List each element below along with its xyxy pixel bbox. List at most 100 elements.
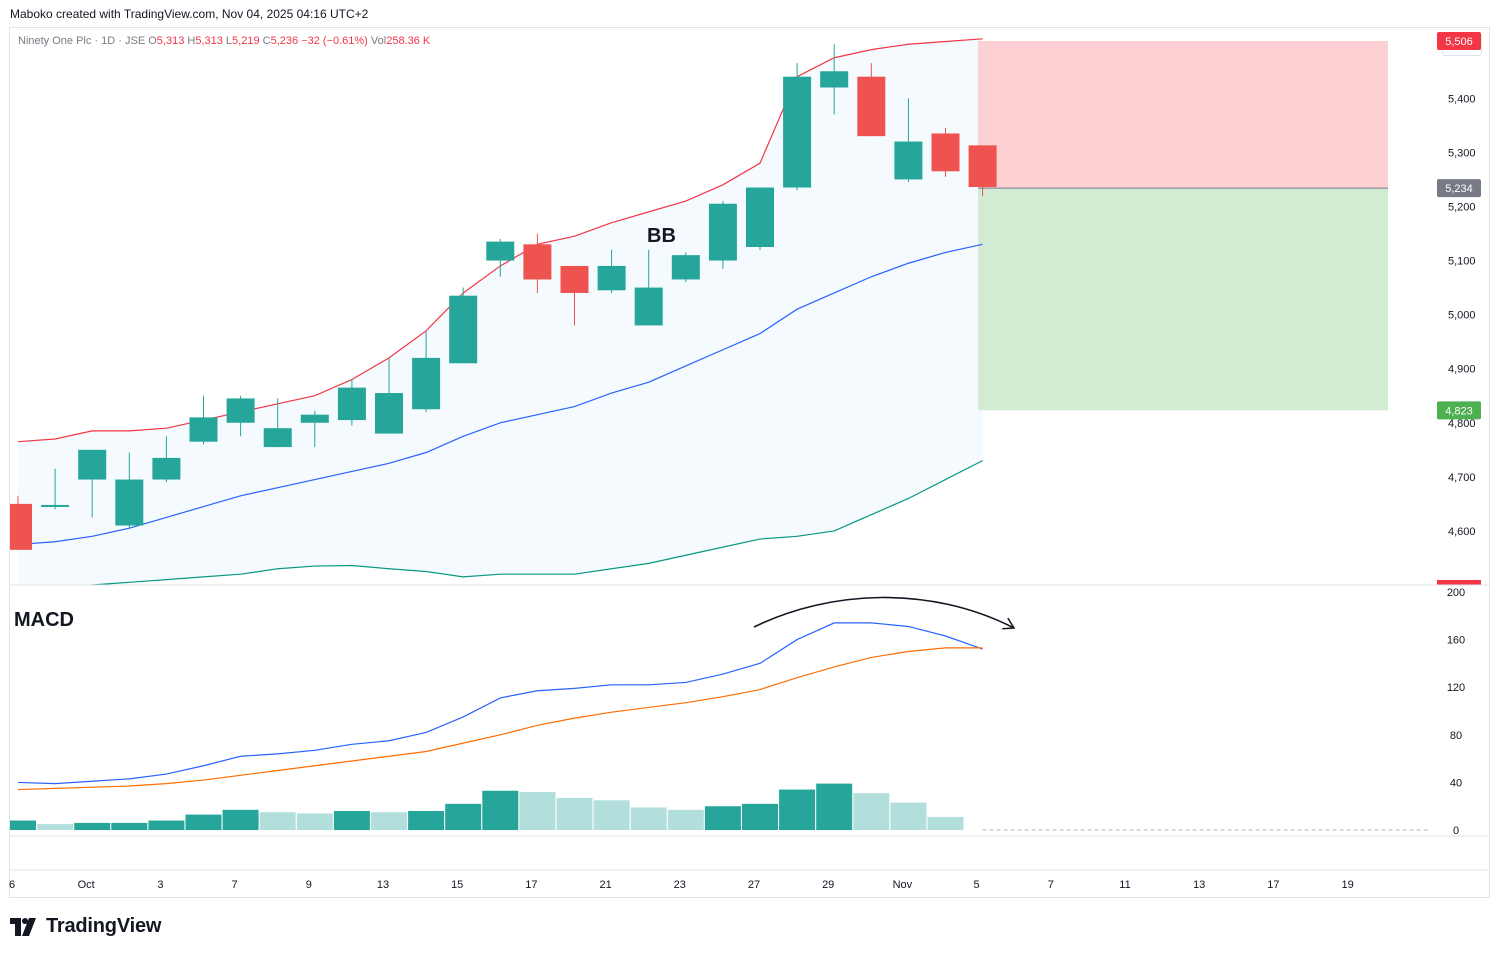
macd-histogram-bar	[445, 803, 482, 831]
candle	[746, 187, 774, 248]
low-value: 5,219	[232, 35, 260, 47]
time-tick-label: 13	[1193, 879, 1205, 891]
macd-pane[interactable]: MACD	[0, 609, 1435, 831]
candle	[523, 244, 552, 280]
price-tick-label: 5,300	[1448, 147, 1476, 159]
candle	[671, 255, 700, 280]
macd-tick-label: 80	[1450, 730, 1462, 742]
candle	[560, 265, 589, 293]
signal-line	[17, 647, 983, 791]
macd-histogram-bar	[185, 814, 222, 831]
macd-histogram-bar	[10, 820, 36, 831]
tradingview-logo-icon	[10, 917, 36, 936]
macd-histogram-bar	[111, 822, 148, 831]
macd-histogram-bar	[74, 822, 111, 831]
target-price-tag-bg	[1437, 401, 1481, 420]
trend-arrow	[753, 596, 1016, 630]
macd-histogram-bar	[222, 809, 259, 831]
time-tick-label: 19	[1341, 879, 1353, 891]
annotation-layer: BB	[647, 225, 1016, 630]
price-tick-label: 5,000	[1448, 310, 1476, 322]
low-label: L	[225, 35, 233, 47]
risk-zone	[978, 40, 1388, 189]
bb-fill	[18, 38, 983, 585]
macd-histogram-bar	[853, 793, 890, 831]
time-tick-label: 29	[822, 879, 834, 891]
candle	[894, 141, 923, 180]
time-tick-label: 15	[451, 879, 463, 891]
bb-basis-line	[17, 243, 983, 546]
time-tick-label: 9	[306, 879, 312, 891]
price-pane[interactable]	[4, 38, 1388, 591]
candle	[449, 295, 478, 364]
candle	[226, 398, 255, 423]
last-price-tag-bg	[1437, 179, 1481, 198]
time-tick-label: 3	[157, 879, 163, 891]
time-tick-label: 21	[599, 879, 611, 891]
tradingview-brand[interactable]: TradingView	[10, 915, 161, 938]
candle	[41, 504, 70, 507]
macd-histogram-bar	[259, 812, 296, 831]
attribution-text: Maboko created with TradingView.com, Nov…	[10, 7, 369, 21]
time-tick-label: 27	[748, 879, 760, 891]
macd-axis[interactable]: 0 40 80 120 160 200	[1447, 587, 1465, 837]
time-tick-label: 23	[674, 879, 686, 891]
macd-histogram-bar	[482, 790, 519, 831]
price-tick-label: 5,400	[1448, 93, 1476, 105]
symbol-legend: Ninety One Plc · 1D · JSE O5,313 H5,313 …	[18, 35, 430, 47]
macd-histogram-bar	[519, 791, 556, 831]
bb-annotation: BB	[647, 225, 676, 247]
time-tick-label: 13	[377, 879, 389, 891]
candle	[968, 145, 997, 187]
price-tick-label: 5,200	[1448, 201, 1476, 213]
time-tick-label: 7	[1048, 879, 1054, 891]
price-tick-label: 4,900	[1448, 364, 1476, 376]
macd-histogram-bar	[630, 807, 667, 831]
macd-tick-label: 160	[1447, 635, 1465, 647]
macd-histogram-bar	[556, 797, 593, 831]
volume-label: Vol	[370, 35, 387, 47]
high-label: H	[187, 35, 196, 47]
macd-histogram-bar	[704, 806, 741, 831]
macd-histogram-bar	[742, 803, 778, 831]
candle	[78, 449, 107, 480]
time-tick-label: 11	[1119, 879, 1130, 891]
macd-histogram-bar	[927, 816, 964, 831]
candle	[10, 503, 32, 550]
macd-histogram-bar	[593, 800, 630, 831]
time-tick-label: 6	[9, 879, 15, 891]
price-tick-label: 4,600	[1448, 526, 1476, 538]
target-price-tag: 4,823	[1445, 405, 1473, 417]
last-price-tag: 5,234	[1445, 183, 1473, 195]
time-axis[interactable]: 6 Oct 3 7 9 13 15 17 21 23 27 29 Nov 5 7 11 13 17 19	[9, 879, 1354, 891]
macd-title: MACD	[14, 609, 74, 631]
price-axis[interactable]: 4,600 4,700 4,800 4,900 5,000 5,100 5,200 5,300…	[1437, 31, 1481, 585]
macd-tick-label: 40	[1450, 777, 1462, 789]
candle	[931, 133, 960, 172]
macd-histogram-bar	[371, 812, 407, 831]
reward-zone	[978, 188, 1388, 411]
chart-frame	[9, 27, 1490, 898]
candle	[115, 479, 144, 526]
time-tick-label: 17	[525, 879, 537, 891]
price-tick-label: 4,700	[1448, 472, 1476, 484]
candle	[597, 265, 626, 291]
time-tick-label: 5	[974, 879, 980, 891]
bb-lower-line	[83, 460, 983, 585]
macd-histogram-bar	[779, 789, 816, 831]
candle	[857, 76, 886, 137]
open-label: O	[148, 35, 157, 47]
price-tick-label: 4,800	[1448, 418, 1476, 430]
candle	[300, 414, 329, 423]
macd-histogram-bar	[333, 811, 370, 831]
macd-histogram-bar	[296, 813, 333, 831]
macd-tick-label: 0	[1453, 825, 1459, 837]
macd-histogram-bar	[816, 783, 853, 831]
macd-histogram-bar	[408, 811, 445, 831]
candle	[412, 357, 441, 410]
macd-histogram-bar	[37, 824, 74, 831]
candle	[337, 387, 366, 421]
symbol-name[interactable]: Ninety One Plc · 1D · JSE	[18, 35, 146, 47]
price-tick-label: 5,100	[1448, 256, 1476, 268]
